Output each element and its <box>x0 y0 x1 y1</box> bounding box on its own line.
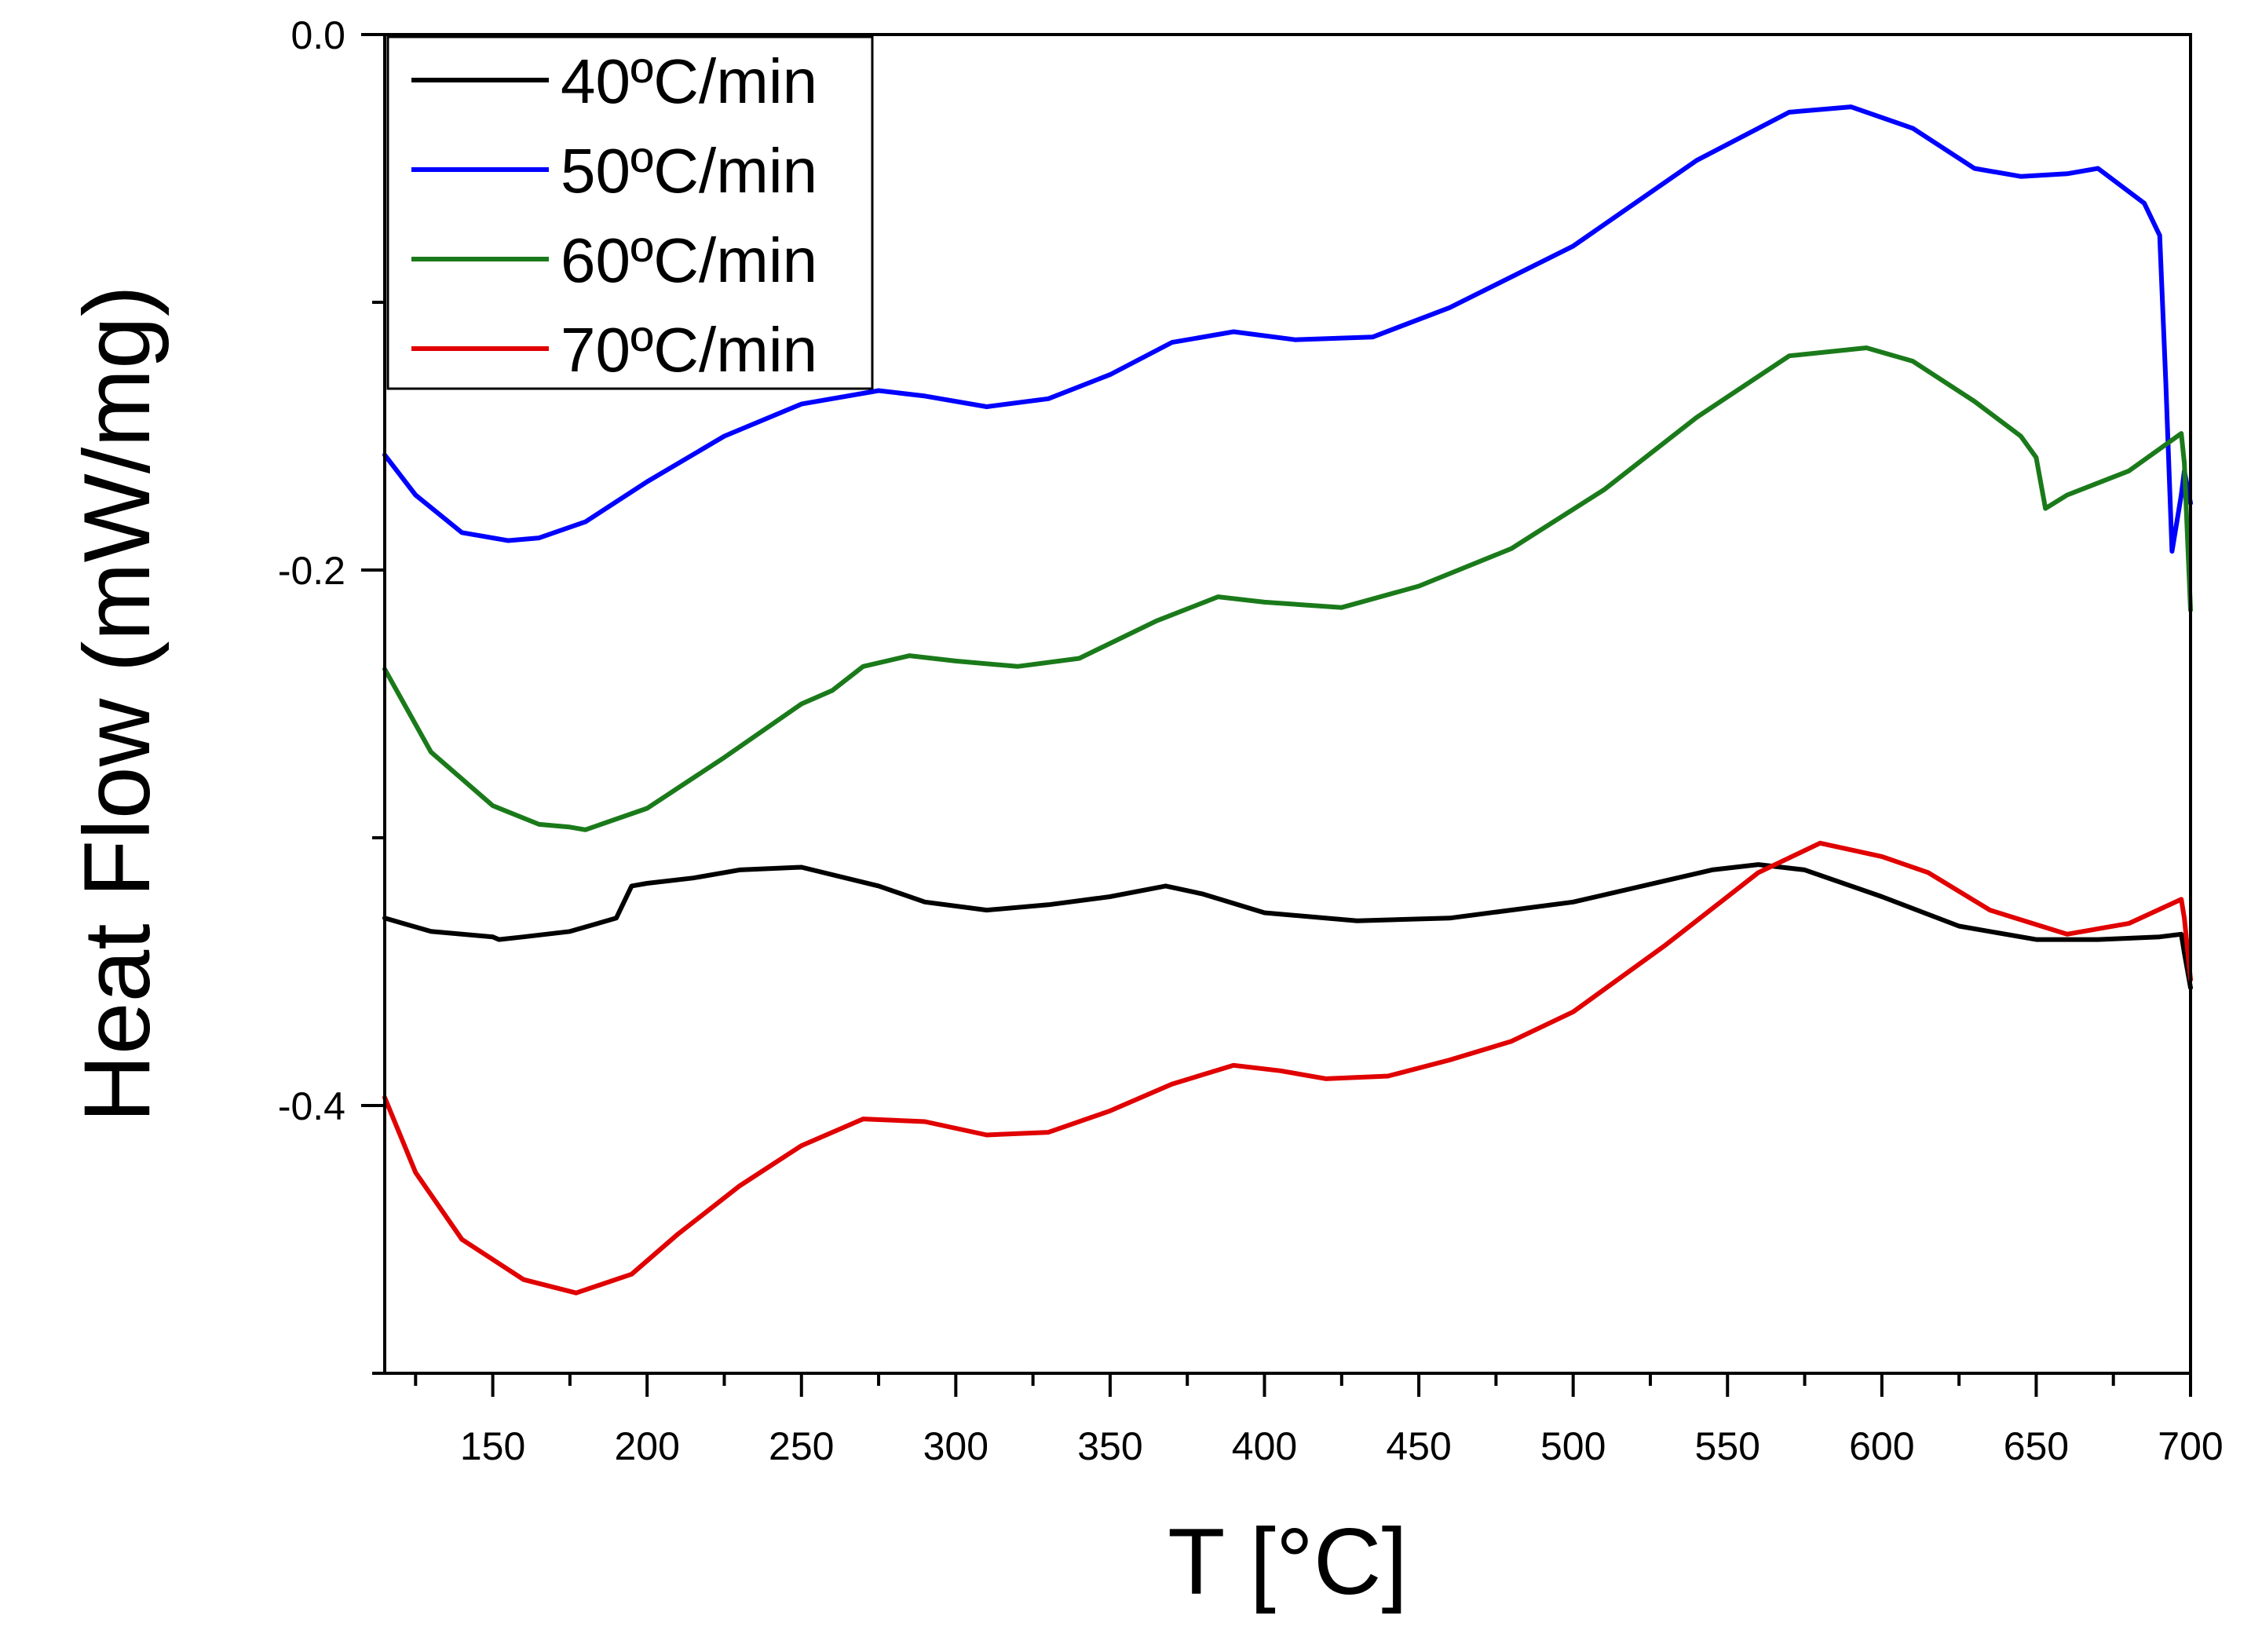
x-tick-label: 200 <box>614 1424 679 1468</box>
legend-label-0: 40ºC/min <box>561 46 817 116</box>
x-tick-label: 150 <box>460 1424 525 1468</box>
series-line-3 <box>382 840 2193 1296</box>
x-tick-label: 350 <box>1077 1424 1142 1468</box>
y-tick-label: -0.4 <box>278 1084 345 1128</box>
legend-box <box>386 35 874 390</box>
series-line-2 <box>382 345 2193 832</box>
y-tick-label: -0.2 <box>278 549 345 593</box>
x-tick-label: 600 <box>1849 1424 1914 1468</box>
legend-label-1: 50ºC/min <box>561 136 817 206</box>
x-tick-label: 650 <box>2004 1424 2069 1468</box>
x-tick-label: 250 <box>769 1424 834 1468</box>
x-tick-label: 300 <box>923 1424 988 1468</box>
x-tick-label: 400 <box>1232 1424 1297 1468</box>
plot-frame <box>383 33 2192 1375</box>
y-axis-title: Heat Flow (mW/mg) <box>64 285 170 1123</box>
series-line-0 <box>382 862 2193 990</box>
legend-label-2: 60ºC/min <box>561 225 817 295</box>
x-tick-label: 550 <box>1695 1424 1760 1468</box>
x-tick-label: 500 <box>1540 1424 1606 1468</box>
x-tick-label: 700 <box>2158 1424 2223 1468</box>
series-line-1 <box>382 104 2193 554</box>
legend-label-3: 70ºC/min <box>561 315 817 385</box>
y-tick-label: 0.0 <box>291 13 345 57</box>
x-axis-title: T [°C] <box>1168 1509 1408 1614</box>
x-tick-label: 450 <box>1386 1424 1451 1468</box>
